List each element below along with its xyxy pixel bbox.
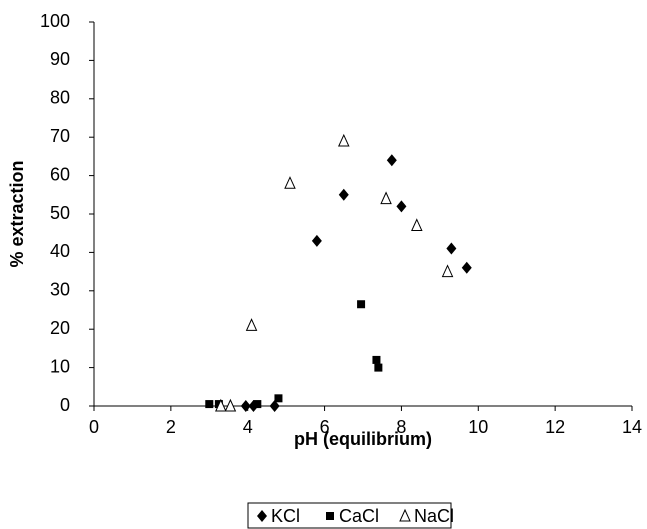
y-tick-label: 70	[50, 126, 70, 146]
legend-box	[247, 502, 452, 529]
y-tick-label: 90	[50, 49, 70, 69]
y-tick-label: 80	[50, 88, 70, 108]
y-axis-label: % extraction	[7, 160, 27, 267]
marker-diamond	[461, 261, 472, 274]
marker-diamond	[446, 242, 457, 255]
marker-square	[374, 363, 383, 372]
x-tick-label: 6	[320, 417, 330, 437]
marker-triangle	[245, 318, 258, 331]
marker-triangle	[338, 133, 350, 147]
marker-triangle	[284, 176, 296, 189]
x-tick-label: 12	[545, 417, 565, 437]
y-tick-label: 100	[40, 11, 70, 31]
marker-square	[372, 355, 381, 364]
marker-triangle	[215, 398, 227, 412]
marker-triangle	[411, 218, 423, 232]
marker-square	[326, 512, 334, 520]
x-tick-label: 10	[468, 417, 488, 437]
legend-label: NaCl	[414, 506, 454, 526]
marker-triangle	[441, 264, 454, 278]
y-tick-label: 30	[50, 280, 70, 300]
marker-square	[274, 394, 283, 403]
x-axis-label: pH (equilibrium)	[294, 429, 432, 449]
x-tick-label: 4	[243, 417, 253, 437]
marker-triangle	[380, 191, 392, 205]
y-tick-label: 60	[50, 164, 70, 184]
y-tick-label: 20	[50, 318, 70, 338]
marker-diamond	[338, 188, 349, 201]
x-tick-label: 2	[166, 417, 176, 437]
y-tick-label: 40	[50, 241, 70, 261]
marker-diamond	[240, 400, 251, 412]
marker-triangle	[399, 508, 411, 522]
marker-triangle	[224, 398, 237, 412]
legend-label: CaCl	[339, 506, 379, 526]
marker-diamond	[257, 510, 267, 522]
marker-diamond	[386, 154, 397, 167]
x-tick-label: 14	[622, 417, 642, 437]
y-tick-label: 0	[60, 395, 70, 415]
marker-diamond	[311, 234, 322, 247]
y-tick-label: 10	[50, 356, 70, 376]
y-tick-label: 50	[50, 203, 70, 223]
marker-diamond	[269, 400, 280, 412]
marker-square	[253, 400, 262, 409]
x-tick-label: 8	[396, 417, 406, 437]
legend-label: KCl	[271, 506, 300, 526]
marker-square	[357, 300, 366, 309]
marker-diamond	[396, 200, 407, 213]
marker-square	[205, 400, 214, 409]
x-tick-label: 0	[89, 417, 99, 437]
